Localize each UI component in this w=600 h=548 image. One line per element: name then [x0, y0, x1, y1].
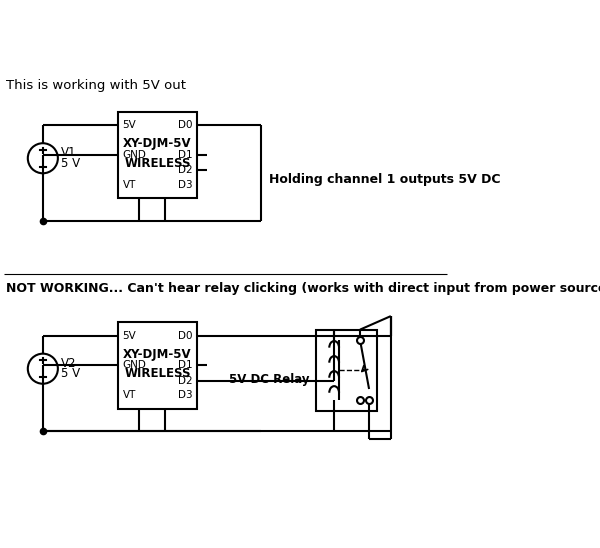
Text: GND: GND [122, 361, 146, 370]
Text: D0: D0 [178, 120, 193, 130]
Text: Holding channel 1 outputs 5V DC: Holding channel 1 outputs 5V DC [269, 173, 500, 186]
Text: XY-DJM-5V: XY-DJM-5V [123, 137, 192, 150]
Bar [118, 112, 197, 198]
Text: WIRELESS: WIRELESS [124, 157, 191, 170]
Text: VT: VT [122, 180, 136, 190]
Text: D2: D2 [178, 376, 193, 386]
Text: NOT WORKING... Can't hear relay clicking (works with direct input from power sou: NOT WORKING... Can't hear relay clicking… [6, 282, 600, 295]
Text: 5 V: 5 V [61, 368, 80, 380]
Text: This is working with 5V out: This is working with 5V out [6, 78, 186, 92]
Text: D0: D0 [178, 330, 193, 341]
Text: 5V: 5V [122, 120, 136, 130]
Text: XY-DJM-5V: XY-DJM-5V [123, 347, 192, 361]
Text: WIRELESS: WIRELESS [124, 368, 191, 380]
Text: GND: GND [122, 150, 146, 160]
Text: D1: D1 [178, 150, 193, 160]
Text: 5 V: 5 V [61, 157, 80, 170]
Text: D1: D1 [178, 361, 193, 370]
Text: D3: D3 [178, 390, 193, 400]
Text: D3: D3 [178, 180, 193, 190]
Text: 5V DC Relay: 5V DC Relay [229, 373, 310, 386]
Text: V2: V2 [61, 357, 76, 370]
Text: D2: D2 [178, 165, 193, 175]
Text: 5V: 5V [122, 330, 136, 341]
Bar [118, 322, 197, 409]
Bar [316, 329, 377, 411]
Text: VT: VT [122, 390, 136, 400]
Text: V1: V1 [61, 146, 76, 159]
